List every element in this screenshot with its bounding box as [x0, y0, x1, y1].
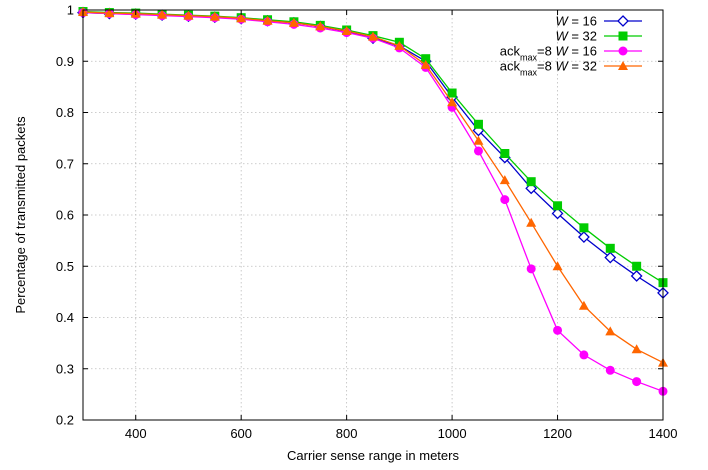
legend-variable: W — [555, 14, 569, 29]
y-tick-label: 0.5 — [56, 259, 74, 274]
y-tick-label: 0.6 — [56, 208, 74, 223]
data-point — [368, 31, 378, 41]
data-point — [552, 261, 563, 271]
data-point — [577, 231, 590, 243]
legend-marker — [618, 31, 628, 41]
y-tick-label: 0.4 — [56, 310, 74, 325]
data-point — [630, 270, 643, 282]
y-axis-label: Percentage of transmitted packets — [13, 116, 28, 314]
data-point — [183, 10, 194, 20]
legend-label: W = 32 — [555, 29, 597, 44]
data-point — [632, 377, 642, 387]
x-tick-label: 400 — [125, 426, 147, 441]
legend-label: W = 16 — [555, 14, 597, 29]
legend-prefix: ack — [500, 59, 521, 74]
legend-marker — [618, 46, 628, 56]
data-point — [578, 300, 589, 310]
plot-series — [77, 6, 669, 396]
data-point — [209, 11, 220, 21]
legend-value: = 16 — [568, 14, 597, 29]
data-point — [579, 223, 589, 233]
data-point — [421, 54, 431, 64]
legend-suffix: =8 — [537, 44, 555, 59]
data-point — [553, 325, 563, 335]
x-tick-label: 1400 — [649, 426, 678, 441]
legend-variable: W — [555, 44, 569, 59]
data-point — [236, 13, 247, 23]
legend-subscript: max — [520, 53, 538, 63]
y-tick-label: 0.7 — [56, 156, 74, 171]
data-point — [632, 261, 642, 271]
data-point — [605, 243, 615, 253]
x-tick-label: 800 — [336, 426, 358, 441]
legend-item: ackmax=8 W = 32 — [500, 59, 642, 78]
data-point — [394, 40, 405, 50]
y-tick-label: 0.3 — [56, 361, 74, 376]
x-axis-label: Carrier sense range in meters — [287, 448, 459, 463]
data-point — [499, 175, 510, 185]
y-tick-label: 1 — [67, 3, 74, 18]
data-point — [420, 59, 431, 69]
legend-item: W = 32 — [555, 29, 642, 44]
legend-subscript: max — [520, 68, 538, 78]
x-tick-label: 1000 — [438, 426, 467, 441]
data-point — [500, 149, 510, 158]
data-point — [604, 251, 617, 264]
data-point — [526, 177, 536, 187]
legend-value: = 32 — [568, 59, 597, 74]
y-tick-label: 0.9 — [56, 54, 74, 69]
legend-item: W = 16 — [555, 14, 642, 29]
legend-label: ackmax=8 W = 32 — [500, 59, 597, 78]
data-point — [104, 8, 115, 18]
legend-marker — [617, 15, 629, 27]
data-point — [526, 264, 536, 274]
legend-variable: W — [555, 29, 569, 44]
data-point — [473, 146, 483, 156]
legend-label: ackmax=8 W = 16 — [500, 44, 597, 63]
x-tick-label: 1200 — [543, 426, 572, 441]
legend-variable: W — [555, 59, 569, 74]
data-point — [341, 26, 352, 36]
y-tick-label: 0.8 — [56, 105, 74, 120]
axis-ticks: 400 600 800 1000 1200 1400 0.2 0.3 0.4 0.5 0.6 0.7 0… — [56, 3, 678, 442]
y-tick-label: 0.2 — [56, 413, 74, 428]
legend-item: ackmax=8 W = 16 — [500, 44, 642, 63]
data-point — [288, 17, 299, 27]
legend-suffix: =8 — [537, 59, 555, 74]
data-point — [579, 350, 589, 360]
data-point — [262, 15, 273, 25]
legend-value: = 32 — [568, 29, 597, 44]
data-point — [447, 88, 457, 98]
legend-prefix: ack — [500, 44, 521, 59]
data-point — [473, 135, 484, 145]
data-point — [553, 201, 563, 211]
legend-marker — [618, 61, 628, 70]
data-point — [605, 326, 616, 336]
legend-value: = 16 — [568, 44, 597, 59]
data-point — [500, 195, 510, 205]
data-point — [605, 365, 615, 375]
data-point — [157, 9, 168, 19]
x-tick-label: 600 — [230, 426, 252, 441]
data-point — [315, 21, 326, 31]
data-point — [447, 97, 458, 107]
data-point — [551, 207, 564, 220]
data-point — [473, 119, 483, 129]
data-point — [526, 217, 537, 227]
data-point — [631, 344, 642, 354]
